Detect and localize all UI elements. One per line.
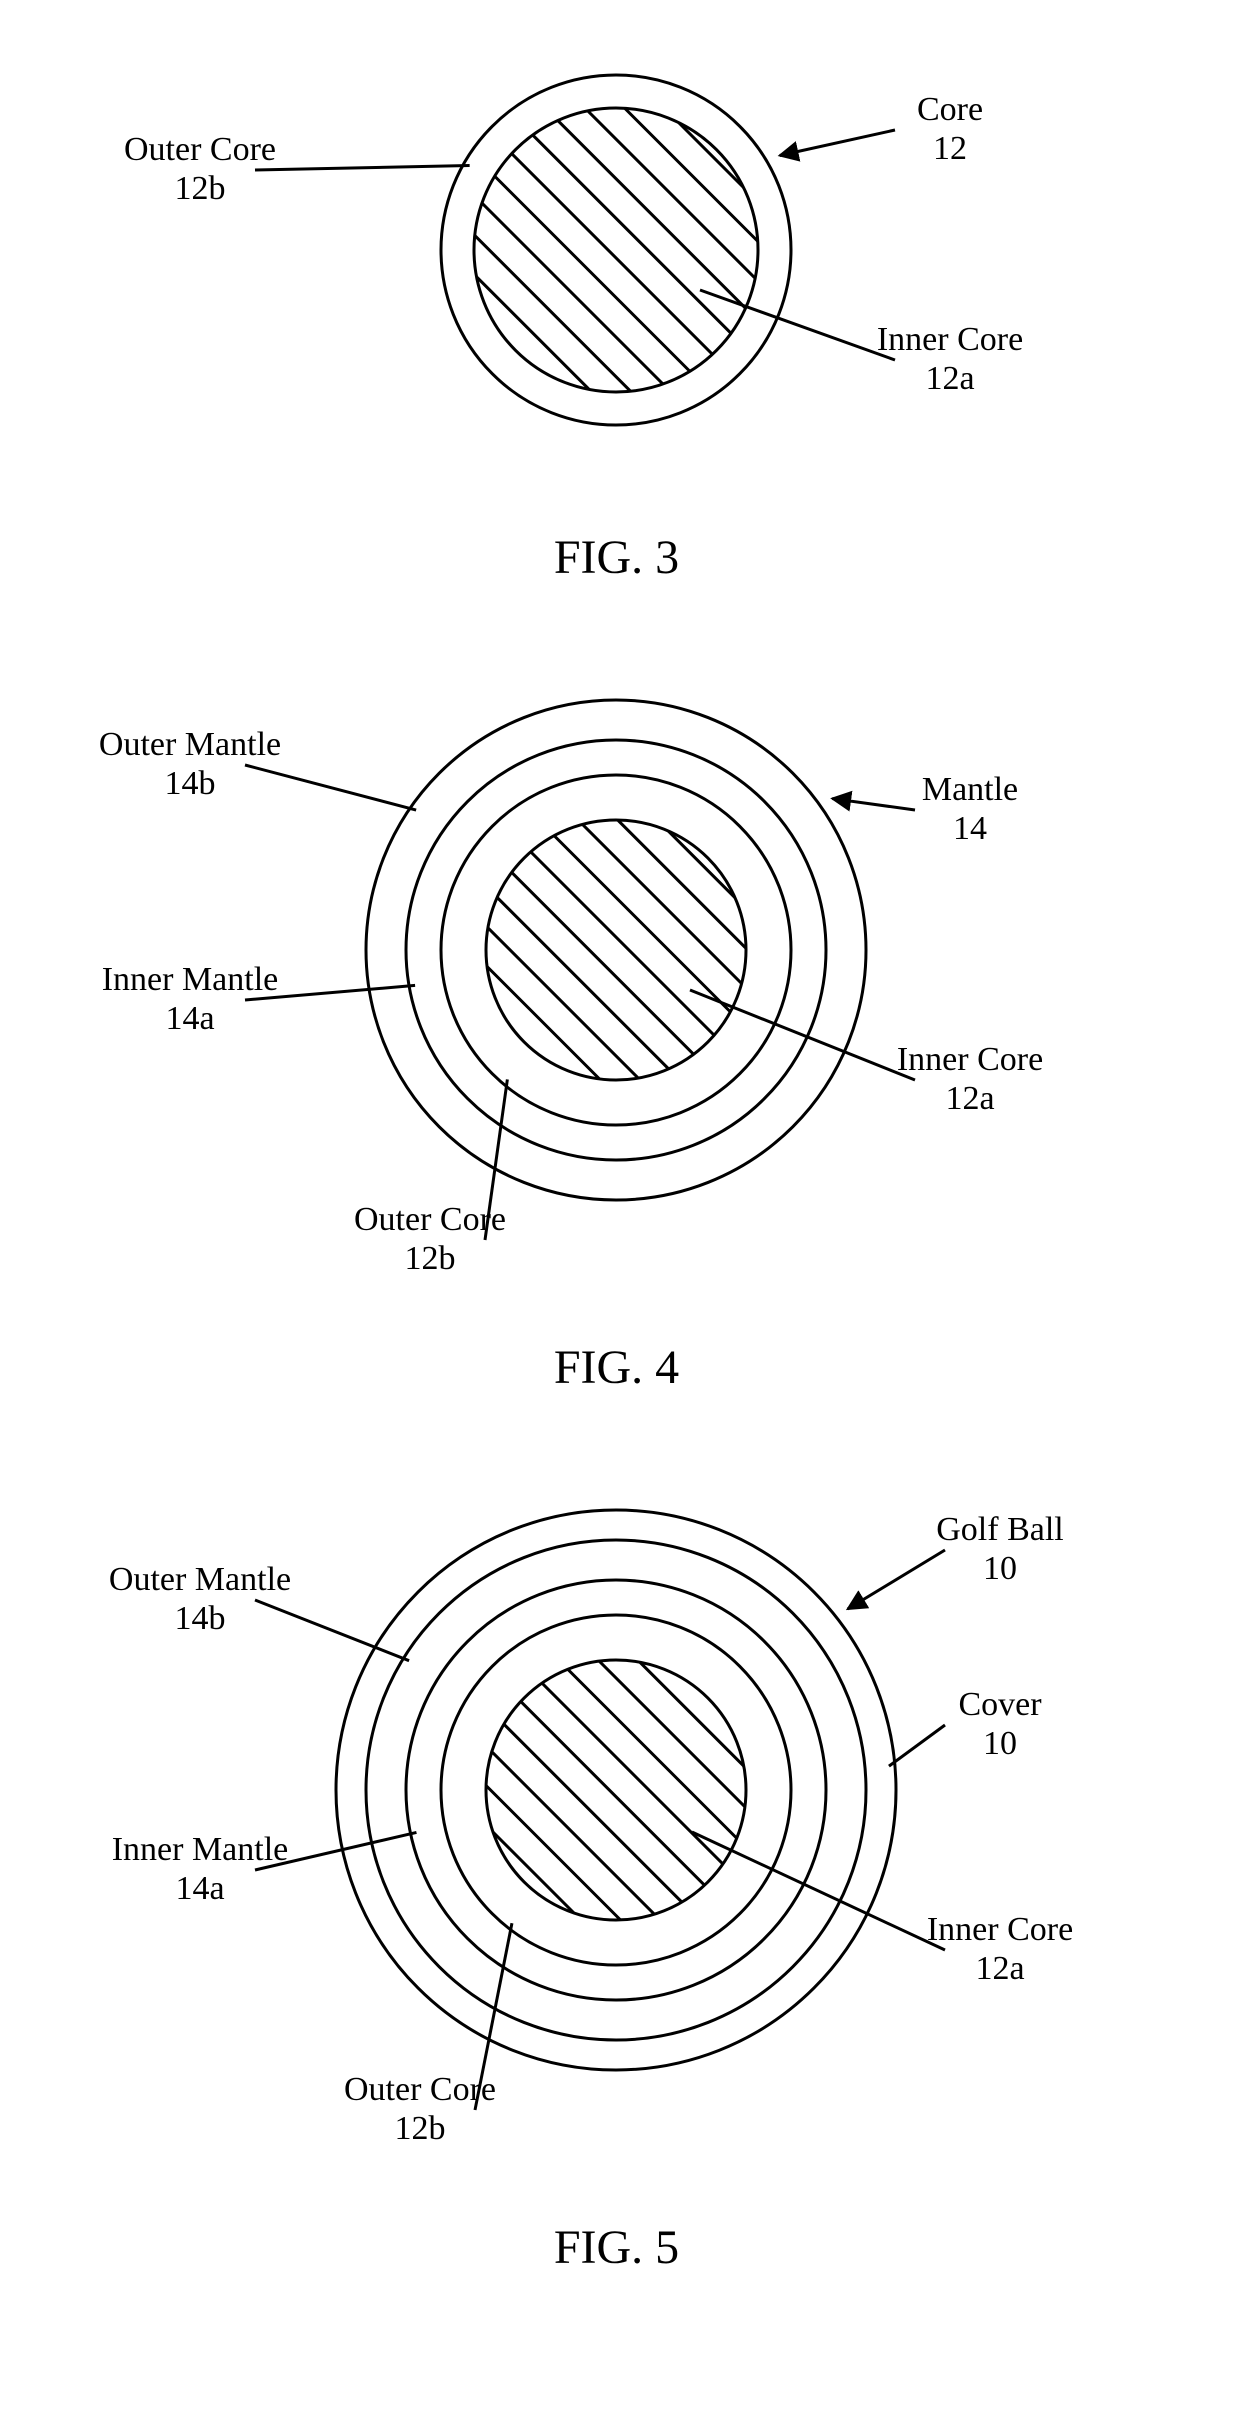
fig4-label-inner-mantle: Inner Mantle 14a	[70, 960, 310, 1038]
fig5-label-inner-core: Inner Core 12a	[880, 1910, 1120, 1988]
fig4-label-inner-core: Inner Core 12a	[850, 1040, 1090, 1118]
fig5-label-outer-mantle: Outer Mantle 14b	[80, 1560, 320, 1638]
fig4-label-mantle: Mantle 14	[850, 770, 1090, 848]
fig3-label-inner-core: Inner Core 12a	[830, 320, 1070, 398]
fig3-inner-core	[474, 108, 758, 392]
fig3-label-outer-core: Outer Core 12b	[80, 130, 320, 208]
fig5-label-outer-core: Outer Core 12b	[300, 2070, 540, 2148]
fig5-inner-core	[486, 1660, 746, 1920]
fig5-label-inner-mantle: Inner Mantle 14a	[80, 1830, 320, 1908]
fig4-label-outer-mantle: Outer Mantle 14b	[70, 725, 310, 803]
fig4-figure: Outer Mantle 14b Inner Mantle 14a Outer Co…	[0, 640, 1233, 1410]
fig5-figure: Outer Mantle 14b Inner Mantle 14a Outer Co…	[0, 1460, 1233, 2290]
fig4-label-outer-core: Outer Core 12b	[310, 1200, 550, 1278]
fig3-figure: Outer Core 12b Core 12 Inner Core 12a FIG. …	[0, 40, 1233, 600]
fig5-label-golf-ball: Golf Ball 10	[880, 1510, 1120, 1588]
fig5-label-cover: Cover 10	[880, 1685, 1120, 1763]
fig5-caption: FIG. 5	[0, 2220, 1233, 2275]
fig3-label-core: Core 12	[830, 90, 1070, 168]
fig4-inner-core	[486, 820, 746, 1080]
fig3-caption: FIG. 3	[0, 530, 1233, 585]
fig4-caption: FIG. 4	[0, 1340, 1233, 1395]
